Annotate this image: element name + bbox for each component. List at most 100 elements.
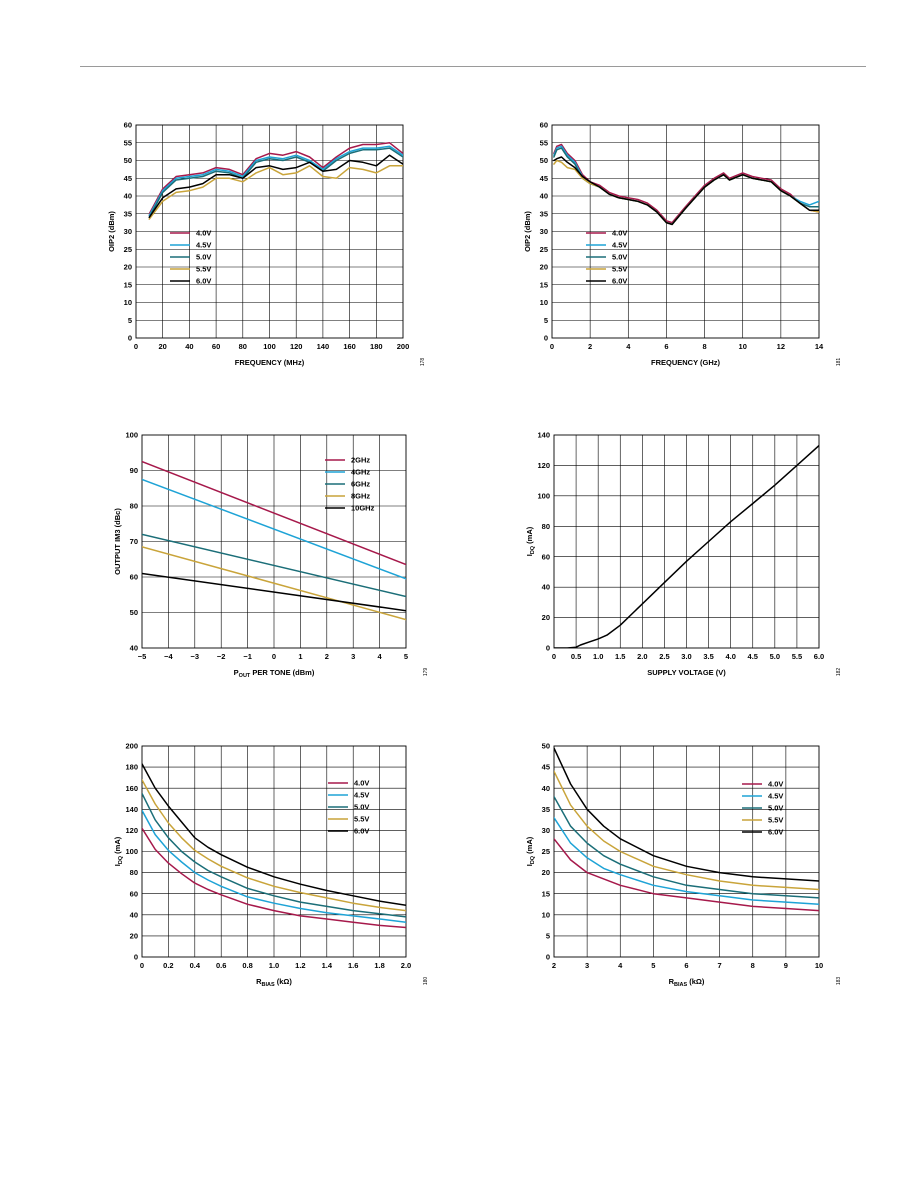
y-tick-label: 40: [130, 910, 138, 919]
series-group: [553, 143, 819, 226]
legend-label: 10GHz: [351, 504, 375, 513]
y-tick-label: 140: [125, 805, 138, 814]
legend-label: 5.0V: [612, 253, 627, 262]
series-line-6-0v: [553, 156, 819, 226]
y-tick-label: 15: [124, 280, 132, 289]
legend-label: 4.5V: [612, 241, 627, 250]
x-tick-label: 5: [404, 652, 408, 661]
y-tick-label: 60: [540, 121, 548, 130]
legend-label: 5.0V: [196, 253, 211, 262]
x-tick-label: −5: [138, 652, 147, 661]
y-tick-label: 35: [124, 209, 132, 218]
y-tick-label: 20: [130, 932, 138, 941]
figure-number: 183: [836, 977, 842, 986]
y-tick-label: 60: [542, 552, 550, 561]
x-axis-label-rest: (kΩ): [275, 977, 293, 986]
series-line-4-5v: [148, 145, 403, 217]
y-tick-label: 90: [130, 466, 138, 475]
y-tick-label: 20: [542, 868, 550, 877]
series-group: [554, 444, 819, 648]
y-axis-label-sub: DQ: [118, 855, 124, 864]
figure-number: 179: [423, 668, 429, 677]
plot-frame: [553, 434, 820, 649]
x-tick-label: 4.5: [748, 652, 758, 661]
series-line-5-5v: [554, 770, 819, 891]
x-tick-label: 1.8: [374, 961, 384, 970]
x-tick-label: 6: [664, 342, 668, 351]
x-tick-label: 0.5: [571, 652, 581, 661]
y-tick-label: 40: [540, 192, 548, 201]
y-tick-label: 120: [537, 461, 550, 470]
y-tick-label: 40: [130, 644, 138, 653]
figure-number: 181: [836, 358, 842, 367]
legend-label: 4.0V: [196, 229, 211, 238]
x-axis-label: RBIAS (kΩ): [669, 977, 705, 988]
y-axis-label-rest: (mA): [525, 836, 534, 856]
legend-label: 4.5V: [354, 791, 369, 800]
y-axis-label-rest: (mA): [525, 526, 534, 546]
x-tick-label: 200: [397, 342, 410, 351]
x-axis-label-rest: PER TONE (dBm): [250, 668, 315, 677]
legend-label: 5.5V: [354, 815, 369, 824]
figure-number: 180: [423, 977, 429, 986]
series-line-4-5v: [142, 809, 406, 923]
legend-label: 6.0V: [768, 828, 783, 837]
series-line-5-5v: [148, 165, 403, 220]
series-group: [148, 142, 403, 220]
x-tick-label: 0: [272, 652, 276, 661]
x-axis-label-sub: BIAS: [262, 982, 275, 988]
y-tick-label: 55: [540, 138, 548, 147]
series-group: [554, 747, 819, 912]
plot-frame: [141, 434, 407, 649]
legend-label: 4.5V: [196, 241, 211, 250]
x-tick-label: 1.2: [295, 961, 305, 970]
y-tick-label: 30: [542, 826, 550, 835]
x-tick-label: −4: [164, 652, 173, 661]
y-tick-label: 0: [546, 953, 550, 962]
series-line-4-0v: [142, 827, 406, 929]
y-axis-label-main: I: [525, 554, 534, 556]
x-tick-label: 3.5: [703, 652, 713, 661]
y-tick-label: 50: [130, 608, 138, 617]
y-axis-label: IDQ (mA): [525, 836, 536, 866]
x-tick-label: −1: [243, 652, 252, 661]
x-axis-label-main: P: [234, 668, 239, 677]
y-axis-label-sub: DQ: [530, 545, 536, 554]
x-tick-label: 40: [185, 342, 193, 351]
series-line-6-0v: [142, 763, 406, 907]
y-tick-label: 50: [124, 156, 132, 165]
y-axis-label: IDQ (mA): [525, 526, 536, 556]
y-tick-label: 80: [130, 868, 138, 877]
x-tick-label: 5: [651, 961, 655, 970]
y-tick-label: 30: [124, 227, 132, 236]
legend-label: 8GHz: [351, 492, 370, 501]
series-line-4-0v: [554, 838, 819, 912]
y-tick-label: 25: [542, 847, 550, 856]
x-tick-label: 6: [684, 961, 688, 970]
x-tick-label: 120: [290, 342, 303, 351]
y-tick-label: 30: [540, 227, 548, 236]
legend-label: 4.0V: [768, 780, 783, 789]
y-tick-label: 0: [544, 334, 548, 343]
plot-frame: [141, 745, 407, 958]
x-tick-label: 8: [702, 342, 706, 351]
y-tick-label: 5: [128, 316, 132, 325]
plot-frame: [135, 124, 404, 339]
y-tick-label: 50: [542, 742, 550, 751]
x-tick-label: 160: [343, 342, 356, 351]
y-tick-label: 0: [546, 644, 550, 653]
x-tick-label: 4: [626, 342, 631, 351]
x-axis-label: FREQUENCY (GHz): [651, 358, 721, 367]
x-tick-label: 60: [212, 342, 220, 351]
legend-label: 5.0V: [354, 803, 369, 812]
x-axis-label: RBIAS (kΩ): [256, 977, 292, 988]
x-tick-label: 6.0: [814, 652, 824, 661]
series-line-4-0v: [553, 143, 819, 224]
y-tick-label: 200: [125, 742, 138, 751]
chart-4: 0 0.5 1.0 1.5 2.0 2.5 3.0 3.5 4.0 4.5 5.0 5.5 6.0 0 20…: [525, 431, 842, 677]
x-axis-label-rest: (kΩ): [687, 977, 705, 986]
legend-label: 5.0V: [768, 804, 783, 813]
x-tick-label: −3: [191, 652, 200, 661]
series-group: [142, 763, 406, 929]
y-tick-label: 25: [124, 245, 132, 254]
